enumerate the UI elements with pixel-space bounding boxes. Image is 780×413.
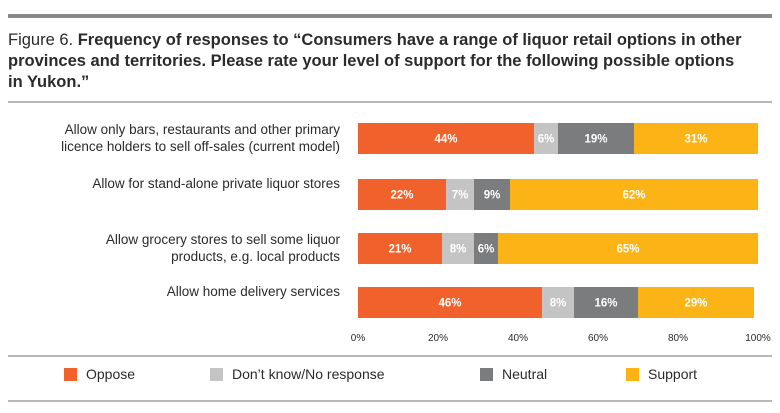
legend-item: Neutral [480, 366, 547, 382]
bar-segment [358, 179, 446, 210]
bar-segment [498, 233, 758, 264]
bar-segment [574, 287, 638, 318]
row-label: products, e.g. local products [171, 249, 340, 264]
legend-swatch [210, 367, 223, 381]
legend-bottom-rule [8, 400, 772, 402]
x-tick-label: 100% [745, 333, 771, 344]
legend-top-rule [8, 355, 772, 357]
bar-segment [558, 123, 634, 154]
data-label: 29% [684, 298, 707, 310]
bar-segment [358, 287, 542, 318]
x-tick-label: 40% [508, 333, 528, 344]
legend-label: Don’t know/No response [232, 366, 385, 382]
bar-segment [638, 287, 754, 318]
top-rule [8, 14, 772, 18]
bar-segment [474, 233, 498, 264]
x-tick-label: 60% [588, 333, 608, 344]
data-label: 19% [584, 134, 607, 146]
legend-label: Neutral [502, 366, 548, 382]
data-label: 7% [452, 190, 469, 202]
data-label: 6% [478, 244, 495, 256]
data-label: 6% [538, 134, 555, 146]
legend-label: Oppose [86, 366, 136, 382]
legend-item: Don’t know/No response [210, 366, 385, 382]
bar-segment [442, 233, 474, 264]
bar-segment [446, 179, 474, 210]
data-label: 62% [622, 190, 645, 202]
row-label: Allow home delivery services [167, 284, 341, 299]
data-label: 65% [616, 244, 639, 256]
bar-segment [474, 179, 510, 210]
legend-item: Oppose [64, 366, 135, 382]
data-label: 9% [484, 190, 501, 202]
chart-legend: Oppose Don’t know/No response Neutral Suppo… [0, 366, 780, 392]
figure-title: Figure 6. Frequency of responses to “Con… [8, 30, 748, 93]
stacked-bar-chart: Allow only bars, restaurants and other p… [61, 122, 771, 344]
row-label: Allow grocery stores to sell some liquor [106, 232, 341, 247]
row-label: licence holders to sell off-sales (curre… [61, 139, 340, 154]
x-tick-label: 80% [668, 333, 688, 344]
data-label: 22% [390, 190, 413, 202]
data-label: 16% [594, 298, 617, 310]
bar-segment [542, 287, 574, 318]
bar-segment [358, 233, 442, 264]
bar-segment [534, 123, 558, 154]
figure-title-text: Frequency of responses to “Consumers hav… [8, 31, 742, 91]
legend-swatch [626, 367, 639, 381]
data-label: 44% [434, 134, 457, 146]
row-label: Allow only bars, restaurants and other p… [65, 122, 341, 137]
legend-item: Support [626, 366, 697, 382]
legend-label: Support [648, 366, 698, 382]
legend-swatch [480, 367, 493, 381]
row-label: Allow for stand-alone private liquor sto… [92, 176, 340, 191]
data-label: 8% [550, 298, 567, 310]
figure-label: Figure 6. [8, 31, 74, 49]
data-label: 8% [450, 244, 467, 256]
data-label: 46% [438, 298, 461, 310]
title-divider [8, 101, 772, 103]
bar-segment [358, 123, 534, 154]
bar-segment [634, 123, 758, 154]
bar-segment [510, 179, 758, 210]
data-label: 31% [684, 134, 707, 146]
data-label: 21% [388, 244, 411, 256]
legend-swatch [64, 367, 77, 381]
x-tick-label: 0% [351, 333, 366, 344]
x-tick-label: 20% [428, 333, 448, 344]
